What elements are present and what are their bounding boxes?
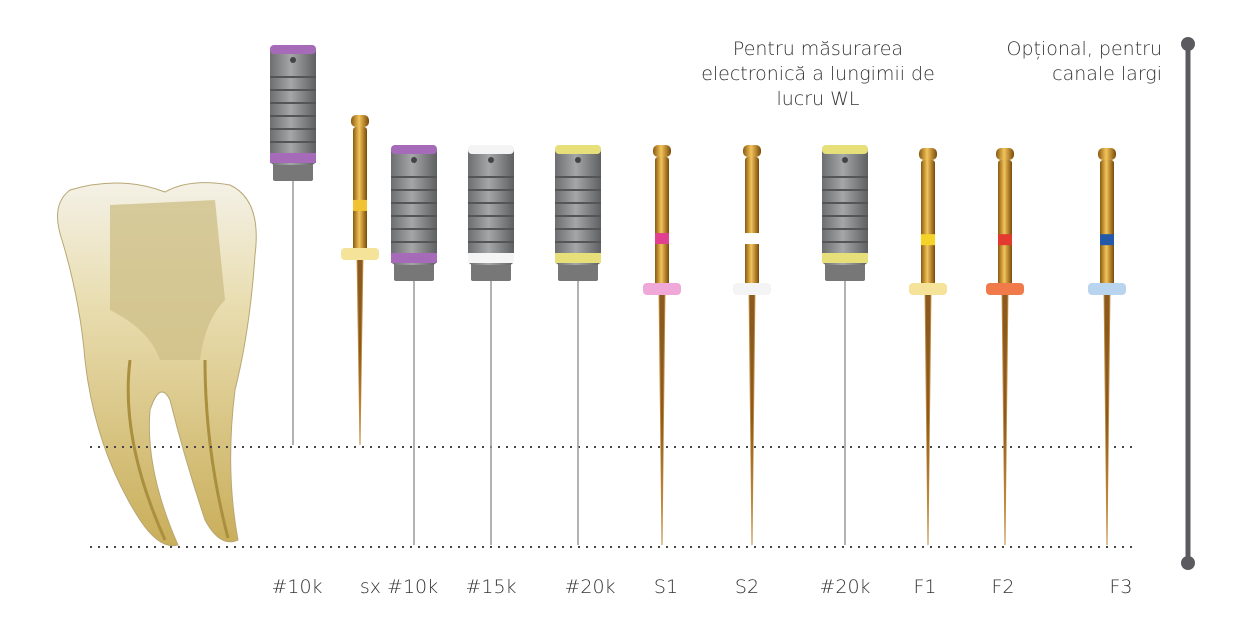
annotation: lucru WL xyxy=(776,88,859,110)
ring xyxy=(270,153,316,163)
file-label: #10k xyxy=(271,576,322,598)
handle-base xyxy=(471,263,511,281)
ring xyxy=(555,253,601,263)
blade xyxy=(1103,286,1111,546)
hand-file xyxy=(822,145,868,545)
shank xyxy=(998,160,1012,287)
ring xyxy=(391,253,437,263)
stopper xyxy=(341,248,379,260)
blade xyxy=(748,286,756,546)
hole xyxy=(488,157,494,163)
shank xyxy=(1100,160,1114,287)
file-label: #20k xyxy=(564,576,615,598)
rotary-file xyxy=(1088,148,1126,546)
rotary-file xyxy=(643,145,681,546)
handle-base xyxy=(394,263,434,281)
handle xyxy=(391,145,437,265)
file-label: #20k xyxy=(819,576,870,598)
cap xyxy=(351,115,369,127)
ring xyxy=(468,145,514,154)
rotary-file xyxy=(909,148,947,546)
stopper xyxy=(733,283,771,295)
hand-file xyxy=(555,145,601,545)
hole xyxy=(290,57,296,63)
shank xyxy=(921,160,935,287)
labels: #10k sx #10k #15k #20k S1 S2 #20k F1 F2 F3 xyxy=(271,576,1132,598)
handle xyxy=(468,145,514,265)
stopper xyxy=(1088,283,1126,295)
rotary-file xyxy=(341,115,379,446)
rotary-file xyxy=(733,145,771,546)
ring xyxy=(353,199,367,211)
hand-file xyxy=(391,145,437,545)
ring xyxy=(921,234,935,246)
cap xyxy=(919,148,937,160)
file-label: sx #10k xyxy=(360,576,438,598)
blade xyxy=(1001,286,1009,546)
file-label: F3 xyxy=(1109,576,1132,598)
file-label: S2 xyxy=(735,576,759,598)
ring xyxy=(822,253,868,263)
annotation: canale largi xyxy=(1052,63,1162,85)
hand-file xyxy=(468,145,514,545)
file-label: F1 xyxy=(913,576,936,598)
cap xyxy=(653,145,671,157)
blade xyxy=(356,251,364,446)
ring xyxy=(1100,234,1114,246)
handle xyxy=(270,45,316,165)
hand-file xyxy=(270,45,316,445)
shank xyxy=(745,157,759,287)
cap xyxy=(1098,148,1116,160)
cap xyxy=(996,148,1014,160)
ring xyxy=(391,145,437,154)
handle-base xyxy=(825,263,865,281)
ring xyxy=(468,253,514,263)
stopper xyxy=(643,283,681,295)
rotary-file xyxy=(986,148,1024,546)
file-label: S1 xyxy=(654,576,678,598)
ring xyxy=(998,234,1012,246)
handle xyxy=(822,145,868,265)
annotation: Opțional, pentru xyxy=(1006,38,1162,60)
shank xyxy=(655,157,669,287)
annotation: Pentru măsurarea xyxy=(733,38,903,60)
hole xyxy=(411,157,417,163)
hole xyxy=(575,157,581,163)
handle-base xyxy=(273,163,313,181)
cap xyxy=(743,145,761,157)
ring xyxy=(555,145,601,154)
blade xyxy=(658,286,666,546)
handle xyxy=(555,145,601,265)
stopper xyxy=(909,283,947,295)
scale-bar xyxy=(1181,37,1195,570)
annotation: electronică a lungimii de xyxy=(701,63,935,85)
ring xyxy=(745,233,759,245)
blade xyxy=(924,286,932,546)
hole xyxy=(842,157,848,163)
ring xyxy=(655,233,669,245)
stopper xyxy=(986,283,1024,295)
handle-base xyxy=(558,263,598,281)
file-label: F2 xyxy=(991,576,1014,598)
shank xyxy=(353,127,367,252)
ring xyxy=(270,45,316,54)
file-label: #15k xyxy=(465,576,516,598)
tooth xyxy=(57,182,257,547)
ring xyxy=(822,145,868,154)
instruments xyxy=(270,45,1126,546)
